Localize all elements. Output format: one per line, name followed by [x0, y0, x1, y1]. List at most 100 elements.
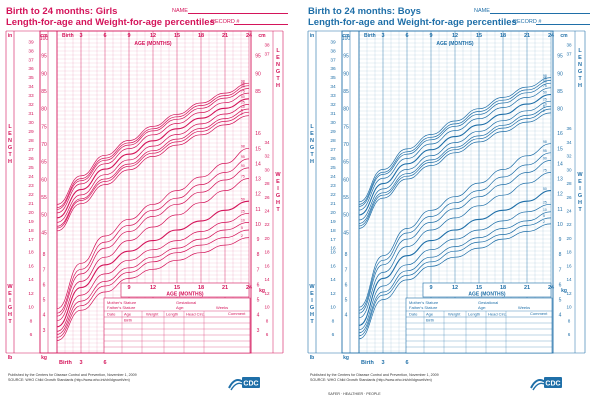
y-tick-label: 90	[255, 71, 261, 77]
length-side-label: N	[8, 138, 12, 144]
y-tick-label: 23	[330, 183, 336, 189]
length-side-label: L	[310, 124, 314, 130]
y-tick-label: 5	[257, 298, 260, 304]
form-fathers-stature: Father's Stature	[107, 305, 136, 310]
y-tick-label: 38	[28, 48, 34, 54]
form-birth-row: Birth	[426, 318, 434, 323]
form-comment: Comment	[530, 311, 548, 316]
y-tick-label: 30	[264, 167, 270, 172]
y-tick-label: 16	[566, 263, 572, 268]
percentile-label: 10	[241, 219, 245, 223]
percentile-label: 75	[241, 175, 245, 179]
y-tick-label: 19	[330, 219, 336, 225]
y-tick-label: 100	[342, 36, 351, 42]
cdc-logo-text: CDC	[243, 381, 258, 388]
y-tick-label: 29	[330, 129, 336, 135]
y-tick-label: 4	[43, 313, 46, 319]
birth-label: Birth	[62, 33, 74, 39]
x-tick-label: 9	[127, 285, 130, 291]
y-tick-label: 38	[330, 48, 336, 54]
weight-percentile-line	[56, 222, 250, 335]
length-side-label: H	[310, 159, 314, 165]
x-tick-label: 6	[405, 33, 408, 39]
x-tick-label: 21	[222, 285, 228, 291]
y-tick-label: 90	[343, 71, 349, 77]
y-tick-label: 8	[332, 318, 335, 324]
y-tick-label: 32	[28, 102, 34, 108]
length-side-label: L	[8, 124, 12, 130]
name-label: NAME	[172, 8, 188, 14]
weight-side-label: T	[276, 207, 280, 213]
x-tick-label: 15	[476, 33, 482, 39]
y-tick-label: 34	[264, 140, 270, 145]
chart-title: Birth to 24 months: Boys	[308, 6, 421, 17]
percentile-label: 75	[543, 84, 547, 88]
y-tick-label: 6	[332, 332, 335, 338]
footer-published: Published by the Centers for Disease Con…	[310, 373, 439, 377]
y-tick-label: 70	[41, 142, 47, 148]
y-tick-label: 8	[559, 252, 562, 258]
y-tick-label: 26	[566, 195, 572, 200]
y-tick-label: 31	[28, 111, 34, 117]
percentile-label: 95	[241, 155, 245, 159]
y-tick-label: 85	[255, 89, 261, 95]
y-tick-label: 23	[28, 183, 34, 189]
percentile-label: 95	[543, 149, 547, 153]
y-tick-label: 16	[28, 263, 34, 269]
y-tick-label: 24	[330, 174, 336, 180]
x-tick-label: 24	[548, 33, 555, 39]
form-column-header: Length	[166, 312, 178, 317]
y-tick-label: 18	[264, 250, 270, 255]
x-tick-label: 3	[381, 360, 384, 366]
x-tick-label: 9	[127, 33, 130, 39]
length-percentile-line	[358, 100, 552, 221]
x-tick-label: 15	[174, 285, 180, 291]
length-percentile-line	[56, 82, 250, 205]
percentile-label: 90	[543, 157, 547, 161]
form-weeks: Weeks	[216, 305, 228, 310]
form-comment: Comment	[228, 311, 246, 316]
percentile-label: 10	[543, 102, 547, 106]
y-tick-label: 100	[40, 36, 49, 42]
y-tick-label: 8	[30, 318, 33, 324]
y-tick-label: 50	[343, 213, 349, 219]
length-side-label: G	[310, 145, 314, 151]
y-tick-label: 85	[41, 89, 47, 95]
percentile-label: 98	[241, 79, 245, 83]
length-side-label: G	[276, 69, 280, 75]
weight-side-label: W	[275, 172, 281, 178]
birth-label: Birth	[364, 33, 376, 39]
y-tick-label: 55	[41, 195, 47, 201]
y-tick-label: 6	[559, 282, 562, 288]
x-tick-label: 24	[246, 33, 253, 39]
y-tick-label: 11	[557, 207, 562, 213]
length-side-label: T	[310, 152, 314, 158]
length-side-label: N	[578, 62, 582, 68]
x-tick-label: 9	[429, 33, 432, 39]
y-tick-label: 36	[28, 66, 34, 72]
length-side-label: E	[8, 131, 12, 137]
weight-percentile-line	[358, 203, 552, 331]
weight-side-label: T	[310, 319, 314, 325]
y-tick-label: 20	[28, 210, 34, 216]
length-percentile-line	[358, 77, 552, 203]
x-tick-label: 24	[548, 285, 555, 291]
y-tick-label: 3	[43, 328, 46, 334]
percentile-label: 25	[543, 97, 547, 101]
y-tick-label: 6	[345, 282, 348, 288]
y-tick-label: 80	[557, 107, 563, 113]
y-tick-label: 39	[330, 39, 336, 45]
lower-axis-band	[120, 282, 250, 298]
form-mothers-stature: Mother's Stature	[409, 300, 439, 305]
y-tick-label: 22	[264, 222, 270, 227]
record-label: RECORD #	[513, 19, 542, 25]
footer-source: SOURCE: WHO Child Growth Standards (http…	[8, 378, 130, 382]
y-tick-label: 30	[28, 120, 34, 126]
x-tick-label: 12	[452, 285, 458, 291]
y-tick-label: 9	[559, 237, 562, 243]
y-tick-label: 28	[330, 138, 336, 144]
length-side-label: E	[276, 55, 280, 61]
percentile-label: 5	[241, 226, 243, 230]
y-tick-label: 27	[28, 147, 34, 153]
y-tick-label: 4	[257, 313, 260, 319]
